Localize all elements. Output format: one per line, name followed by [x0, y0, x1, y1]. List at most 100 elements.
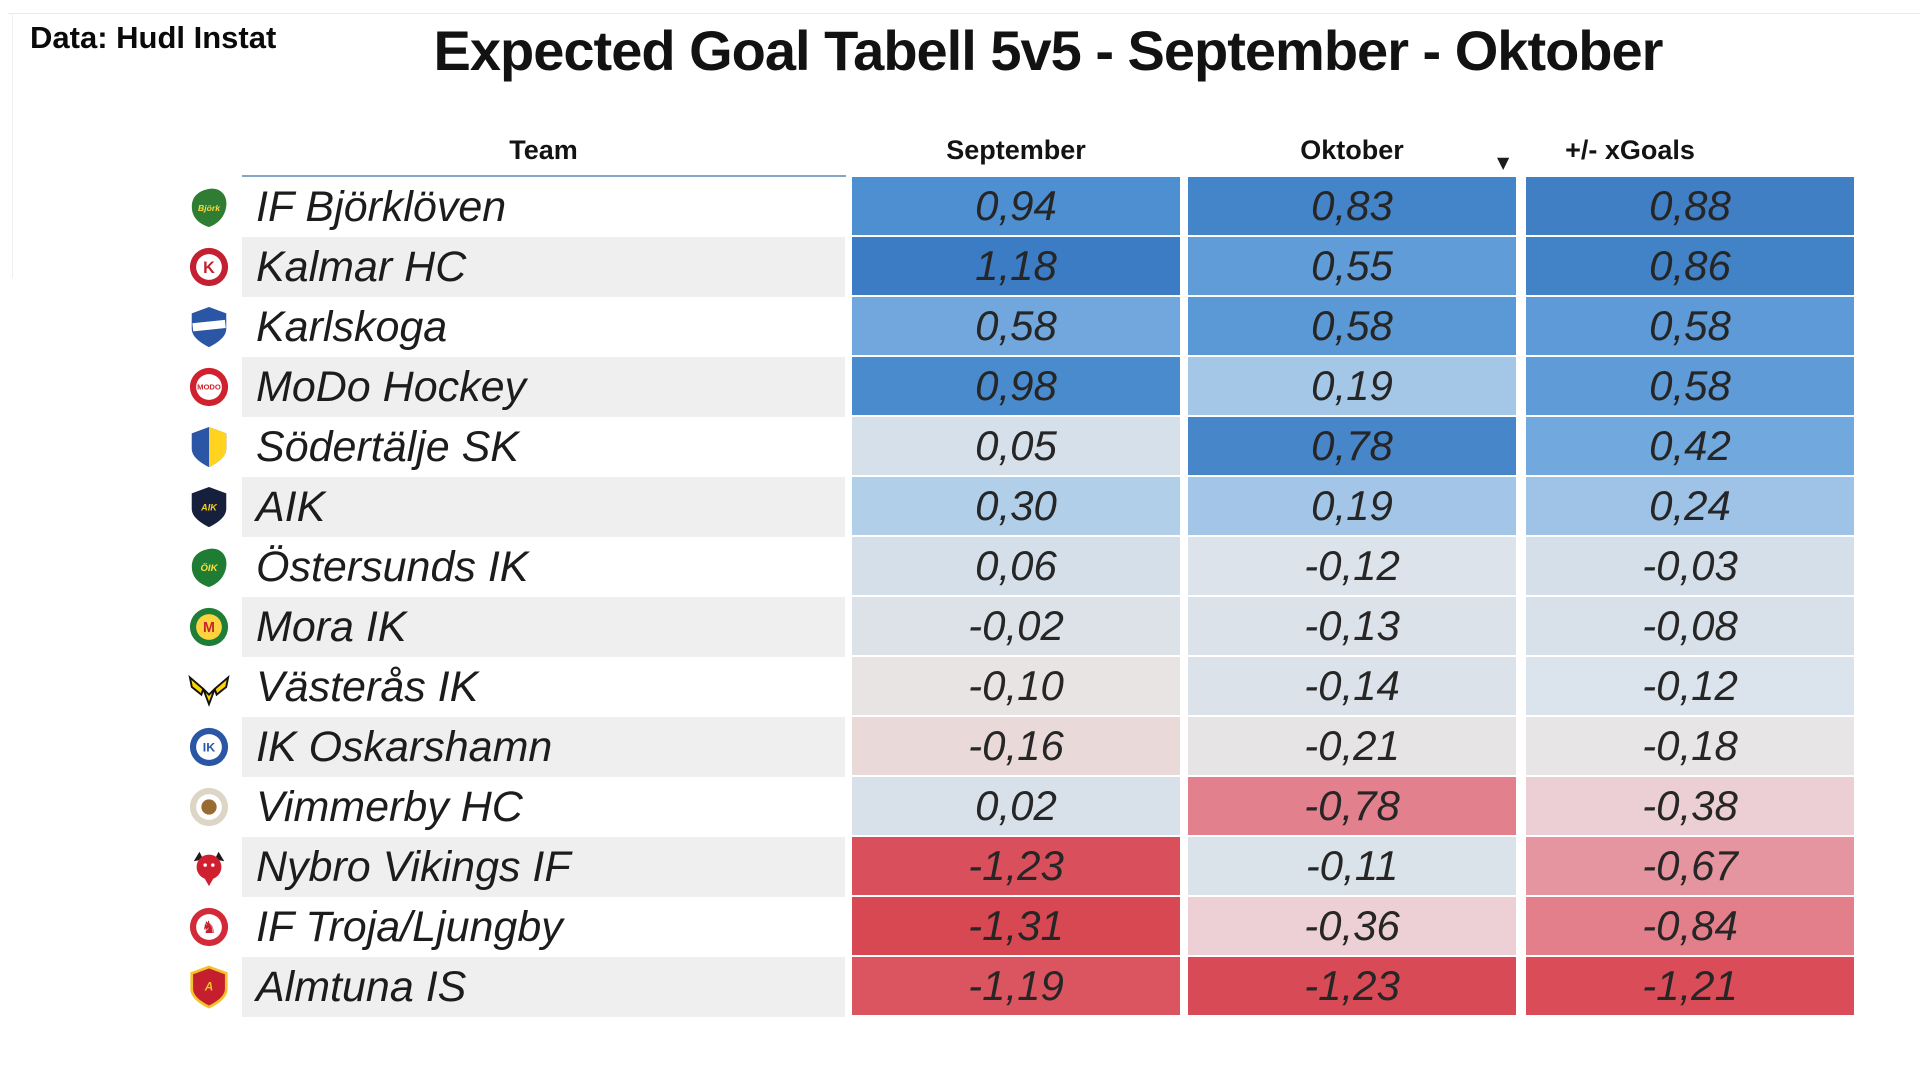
table-row: ♞ IF Troja/Ljungby -1,31 -0,36 -0,84	[175, 897, 1856, 957]
column-gap	[845, 957, 852, 1017]
column-gap	[845, 837, 852, 897]
oskarshamn-crest-icon: IK	[175, 717, 242, 777]
column-gap	[845, 237, 852, 297]
data-source-note: Data: Hudl Instat	[30, 20, 277, 55]
oktober-value-cell: -0,13	[1188, 597, 1516, 657]
column-gap	[1516, 177, 1526, 237]
xgoals-value-cell: -0,38	[1526, 777, 1854, 837]
column-gap	[1516, 717, 1526, 777]
september-value-cell: -0,16	[852, 717, 1180, 777]
table-row: A Almtuna IS -1,19 -1,23 -1,21	[175, 957, 1856, 1017]
mora-crest-icon: M	[175, 597, 242, 657]
table-row: Vimmerby HC 0,02 -0,78 -0,38	[175, 777, 1856, 837]
column-gap	[1516, 957, 1526, 1017]
team-name: Östersunds IK	[242, 537, 845, 597]
xgoals-value-cell: -0,18	[1526, 717, 1854, 777]
card-top-border	[8, 13, 1920, 14]
sort-descending-icon[interactable]: ▼	[1497, 153, 1510, 172]
svg-text:AIK: AIK	[200, 503, 218, 513]
svg-text:MODO: MODO	[197, 383, 221, 392]
column-gap	[1180, 717, 1188, 777]
table-header-row: Team September Oktober +/- xGoals ▼	[175, 126, 1856, 175]
almtuna-crest-icon: A	[175, 957, 242, 1017]
column-gap	[1180, 957, 1188, 1017]
team-name: Almtuna IS	[242, 957, 845, 1017]
column-gap	[1516, 357, 1526, 417]
column-gap	[1180, 777, 1188, 837]
column-gap	[845, 297, 852, 357]
column-gap	[1516, 597, 1526, 657]
team-name: Karlskoga	[242, 297, 845, 357]
september-value-cell: -0,02	[852, 597, 1180, 657]
xgoals-value-cell: 0,88	[1526, 177, 1854, 237]
oktober-value-cell: 0,19	[1188, 357, 1516, 417]
column-gap	[845, 597, 852, 657]
column-gap	[1180, 417, 1188, 477]
column-gap	[1516, 237, 1526, 297]
oktober-value-cell: -0,14	[1188, 657, 1516, 717]
table-row: MODO MoDo Hockey 0,98 0,19 0,58	[175, 357, 1856, 417]
xgoals-value-cell: 0,58	[1526, 357, 1854, 417]
table-row: IK IK Oskarshamn -0,16 -0,21 -0,18	[175, 717, 1856, 777]
table-row: Björk IF Björklöven 0,94 0,83 0,88	[175, 177, 1856, 237]
column-gap	[845, 357, 852, 417]
column-header-xgoals[interactable]: +/- xGoals	[1565, 135, 1695, 165]
september-value-cell: -1,23	[852, 837, 1180, 897]
september-value-cell: 0,94	[852, 177, 1180, 237]
column-gap	[1180, 657, 1188, 717]
column-gap	[1516, 897, 1526, 957]
september-value-cell: 0,06	[852, 537, 1180, 597]
svg-text:IK: IK	[202, 740, 214, 754]
oktober-value-cell: 0,55	[1188, 237, 1516, 297]
troja-crest-icon: ♞	[175, 897, 242, 957]
card-left-border	[12, 13, 13, 278]
table-row: AIK AIK 0,30 0,19 0,24	[175, 477, 1856, 537]
column-gap	[845, 537, 852, 597]
sodertalje-crest-icon	[175, 417, 242, 477]
vimmerby-crest-icon	[175, 777, 242, 837]
xgoals-value-cell: 0,42	[1526, 417, 1854, 477]
xgoals-value-cell: -1,21	[1526, 957, 1854, 1017]
column-gap	[1180, 297, 1188, 357]
column-gap	[1180, 597, 1188, 657]
column-gap	[1516, 777, 1526, 837]
svg-text:♞: ♞	[201, 917, 216, 937]
column-gap	[1180, 477, 1188, 537]
aik-crest-icon: AIK	[175, 477, 242, 537]
svg-text:K: K	[203, 259, 215, 277]
column-gap	[1180, 237, 1188, 297]
column-gap	[1180, 537, 1188, 597]
team-name: Västerås IK	[242, 657, 845, 717]
column-gap	[1180, 897, 1188, 957]
column-gap	[1516, 417, 1526, 477]
xgoals-value-cell: 0,86	[1526, 237, 1854, 297]
september-value-cell: 0,02	[852, 777, 1180, 837]
nybro-crest-icon	[175, 837, 242, 897]
team-name: Nybro Vikings IF	[242, 837, 845, 897]
page-title: Expected Goal Tabell 5v5 - September - O…	[433, 19, 1664, 82]
oktober-value-cell: -0,11	[1188, 837, 1516, 897]
oktober-value-cell: -0,36	[1188, 897, 1516, 957]
column-header-team[interactable]: Team	[509, 135, 578, 165]
column-gap	[845, 717, 852, 777]
table-body: Björk IF Björklöven 0,94 0,83 0,88 K Kalmar HC…	[175, 177, 1856, 1017]
column-gap	[845, 477, 852, 537]
september-value-cell: 0,58	[852, 297, 1180, 357]
column-gap	[1516, 537, 1526, 597]
team-name: Mora IK	[242, 597, 845, 657]
table-row: Södertälje SK 0,05 0,78 0,42	[175, 417, 1856, 477]
team-name: IF Troja/Ljungby	[242, 897, 845, 957]
oktober-value-cell: 0,58	[1188, 297, 1516, 357]
september-value-cell: 1,18	[852, 237, 1180, 297]
column-header-september[interactable]: September	[946, 135, 1086, 165]
xgoals-table: Team September Oktober +/- xGoals ▼ Björ…	[175, 126, 1856, 1017]
xgoals-value-cell: 0,24	[1526, 477, 1854, 537]
column-gap	[1516, 657, 1526, 717]
team-name: Vimmerby HC	[242, 777, 845, 837]
column-gap	[1516, 837, 1526, 897]
vasteras-crest-icon	[175, 657, 242, 717]
team-name: Kalmar HC	[242, 237, 845, 297]
table-row: K Kalmar HC 1,18 0,55 0,86	[175, 237, 1856, 297]
oktober-value-cell: 0,19	[1188, 477, 1516, 537]
column-header-oktober[interactable]: Oktober	[1300, 135, 1404, 165]
